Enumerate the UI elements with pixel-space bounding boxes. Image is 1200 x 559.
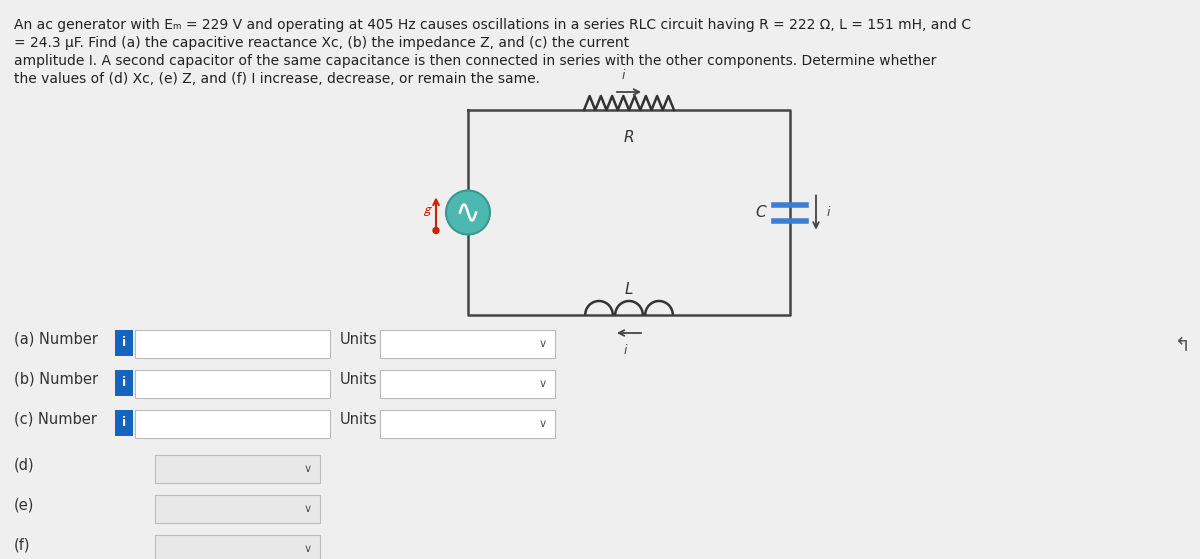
Text: C: C [755, 205, 766, 220]
Bar [380, 330, 554, 358]
Text: Units: Units [340, 332, 378, 347]
Text: = 24.3 μF. Find (a) the capacitive reactance Xᴄ, (b) the impedance Z, and (c) th: = 24.3 μF. Find (a) the capacitive react… [14, 36, 629, 50]
Circle shape [446, 191, 490, 234]
Text: (b) Number: (b) Number [14, 372, 98, 387]
Text: $\mathcal{g}$: $\mathcal{g}$ [422, 203, 433, 217]
Text: ∨: ∨ [539, 339, 547, 349]
Text: ∨: ∨ [539, 419, 547, 429]
Text: ∨: ∨ [304, 504, 312, 514]
Bar [155, 495, 320, 523]
Text: i: i [122, 337, 126, 349]
Text: (d): (d) [14, 457, 35, 472]
Text: An ac generator with Eₘ = 229 V and operating at 405 Hz causes oscillations in a: An ac generator with Eₘ = 229 V and oper… [14, 18, 971, 32]
Text: $i$: $i$ [623, 343, 629, 357]
Bar [380, 370, 554, 398]
Text: ∨: ∨ [539, 379, 547, 389]
Text: (f): (f) [14, 537, 30, 552]
Text: the values of (d) Xᴄ, (e) Z, and (f) I increase, decrease, or remain the same.: the values of (d) Xᴄ, (e) Z, and (f) I i… [14, 72, 540, 86]
Bar [380, 410, 554, 438]
Bar [134, 330, 330, 358]
Text: $i$: $i$ [622, 68, 626, 82]
Bar [115, 370, 133, 396]
Text: i: i [122, 416, 126, 429]
Circle shape [433, 228, 439, 234]
Text: ∨: ∨ [304, 544, 312, 554]
Text: Units: Units [340, 412, 378, 427]
Bar [115, 410, 133, 436]
Text: (e): (e) [14, 497, 35, 512]
Text: L: L [625, 282, 634, 297]
Text: R: R [624, 130, 635, 145]
Bar [134, 410, 330, 438]
Text: amplitude I. A second capacitor of the same capacitance is then connected in ser: amplitude I. A second capacitor of the s… [14, 54, 936, 68]
Bar [134, 370, 330, 398]
Text: $i$: $i$ [826, 206, 832, 220]
Text: i: i [122, 377, 126, 390]
Text: ∨: ∨ [304, 464, 312, 474]
Text: (a) Number: (a) Number [14, 332, 98, 347]
Text: Units: Units [340, 372, 378, 387]
Bar [155, 455, 320, 483]
Text: (c) Number: (c) Number [14, 412, 97, 427]
Bar [155, 535, 320, 559]
Text: ↳: ↳ [1166, 330, 1183, 349]
Bar [115, 330, 133, 356]
